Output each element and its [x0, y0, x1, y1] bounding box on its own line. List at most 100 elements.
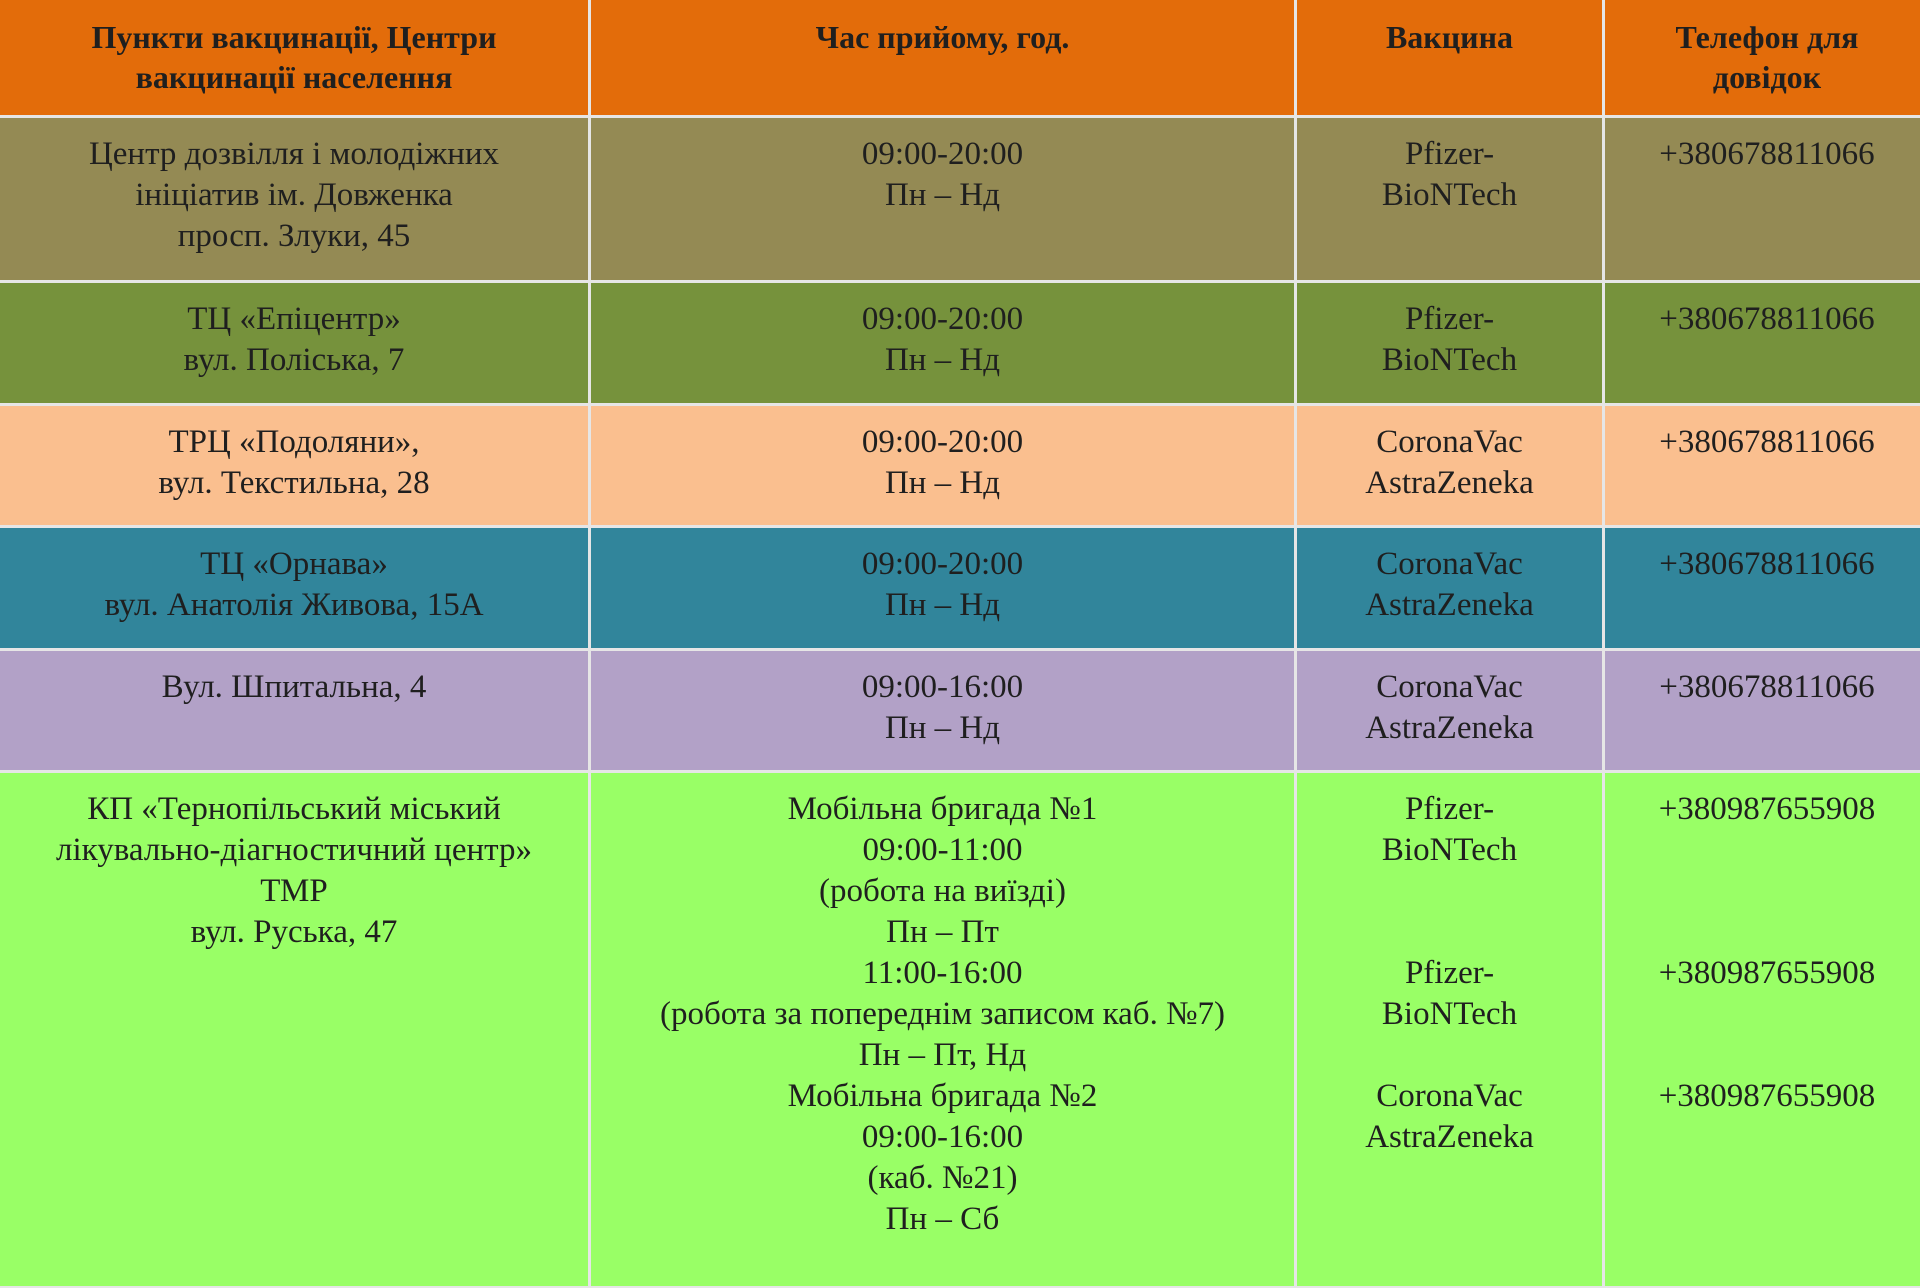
row-4-place-cell-line: ТЦ «Орнава»	[200, 546, 388, 582]
row-2-place-cell-line: ТЦ «Епіцентр»	[187, 301, 401, 337]
row-6-phone-cell-line	[1605, 871, 1920, 912]
row-6-vaccine-cell-line: Pfizer-	[1404, 955, 1495, 991]
row-6-vaccine-cell: Pfizer- BioNTech Pfizer- BioNTech CoronaVac A…	[1297, 773, 1602, 1286]
row-6-phone-cell: +380987655908 +380987655908 +380987655908	[1605, 773, 1920, 1286]
row-1-hours-cell-line: Пн – Нд	[884, 177, 1001, 213]
header-vaccine: Вакцина	[1297, 0, 1602, 115]
row-3-place-cell-line: вул. Текстильна, 28	[158, 465, 430, 501]
row-2-hours-cell-line: 09:00-20:00	[861, 301, 1024, 337]
row-5-hours-cell-line: 09:00-16:00	[861, 669, 1024, 705]
row-2-hours-cell-line: Пн – Нд	[884, 342, 1001, 378]
row-2-vaccine-cell-line: Pfizer-	[1404, 301, 1495, 337]
row-6-phone-cell-line: +380987655908	[1658, 791, 1876, 827]
header-vaccine-line: Вакцина	[1385, 19, 1514, 55]
row-6-phone-cell-line: +380987655908	[1658, 1078, 1876, 1114]
row-4-hours-cell: 09:00-20:00 Пн – Нд	[591, 528, 1294, 648]
row-6-hours-cell-line: Пн – Сб	[885, 1201, 1000, 1237]
row-6-hours-cell-line: (робота на виїзді)	[819, 873, 1066, 909]
row-3-vaccine-cell-line: AstraZeneka	[1365, 465, 1534, 501]
row-1-phone-cell-line: +380678811066	[1659, 136, 1875, 172]
header-place: Пункти вакцинації, Центри вакцинації насе…	[0, 0, 588, 115]
row-4-hours-cell-line: 09:00-20:00	[861, 546, 1024, 582]
row-6-hours-cell-line: Мобільна бригада №2	[787, 1078, 1098, 1114]
row-2-hours-cell: 09:00-20:00 Пн – Нд	[591, 283, 1294, 403]
row-6-hours-cell-line: 09:00-16:00	[861, 1119, 1024, 1155]
row-6-place-cell: КП «Тернопільський міський лікувально-діа…	[0, 773, 588, 1286]
row-4-vaccine-cell-line: AstraZeneka	[1365, 587, 1534, 623]
row-4-vaccine-cell: CoronaVac AstraZeneka	[1297, 528, 1602, 648]
row-1-phone-cell: +380678811066	[1605, 118, 1920, 280]
row-6-hours-cell-line: Мобільна бригада №1	[787, 791, 1098, 827]
row-5-phone-cell: +380678811066	[1605, 651, 1920, 770]
row-5-hours-cell-line: Пн – Нд	[884, 710, 1001, 746]
row-1-place-cell-line: ініціатив ім. Довженка	[135, 177, 453, 213]
row-1-vaccine-cell-line: Pfizer-	[1404, 136, 1495, 172]
row-5-vaccine-cell-line: AstraZeneka	[1365, 710, 1534, 746]
row-6-place-cell-line: ТМР	[260, 873, 328, 909]
row-3-vaccine-cell-line: CoronaVac	[1376, 424, 1523, 460]
row-6-phone-cell-line	[1605, 994, 1920, 1035]
row-5-place-cell: Вул. Шпитальна, 4	[0, 651, 588, 770]
row-5-hours-cell: 09:00-16:00 Пн – Нд	[591, 651, 1294, 770]
row-6-hours-cell-line: 09:00-11:00	[862, 832, 1023, 868]
row-1-place-cell: Центр дозвілля і молодіжних ініціатив ім.…	[0, 118, 588, 280]
row-2-vaccine-cell: Pfizer- BioNTech	[1297, 283, 1602, 403]
row-4-place-cell-line: вул. Анатолія Живова, 15А	[104, 587, 484, 623]
row-6-vaccine-cell-line: BioNTech	[1381, 832, 1518, 868]
row-1-hours-cell-line: 09:00-20:00	[861, 136, 1024, 172]
header-place-line: вакцинації населення	[135, 59, 453, 95]
row-6-hours-cell: Мобільна бригада №1 09:00-11:00 (робота на…	[591, 773, 1294, 1286]
header-place-line: Пункти вакцинації, Центри	[91, 19, 497, 55]
header-phone-line: довідок	[1712, 59, 1822, 95]
row-6-vaccine-cell-line	[1297, 871, 1602, 912]
row-4-place-cell: ТЦ «Орнава» вул. Анатолія Живова, 15А	[0, 528, 588, 648]
row-6-phone-cell-line: +380987655908	[1658, 955, 1876, 991]
row-1-place-cell-line: просп. Злуки, 45	[177, 218, 411, 254]
row-3-vaccine-cell: CoronaVac AstraZeneka	[1297, 406, 1602, 525]
row-3-hours-cell-line: Пн – Нд	[884, 465, 1001, 501]
row-6-hours-cell-line: (робота за попереднім записом каб. №7)	[659, 996, 1226, 1032]
row-3-phone-cell: +380678811066	[1605, 406, 1920, 525]
row-2-place-cell: ТЦ «Епіцентр» вул. Поліська, 7	[0, 283, 588, 403]
row-2-phone-cell-line: +380678811066	[1659, 301, 1875, 337]
header-hours: Час прийому, год.	[591, 0, 1294, 115]
row-6-hours-cell-line: Пн – Пт, Нд	[858, 1037, 1027, 1073]
row-5-vaccine-cell: CoronaVac AstraZeneka	[1297, 651, 1602, 770]
header-hours-line: Час прийому, год.	[815, 19, 1070, 55]
row-6-vaccine-cell-line: AstraZeneka	[1365, 1119, 1534, 1155]
row-2-phone-cell: +380678811066	[1605, 283, 1920, 403]
row-5-vaccine-cell-line: CoronaVac	[1376, 669, 1523, 705]
row-6-place-cell-line: КП «Тернопільський міський	[87, 791, 501, 827]
row-6-phone-cell-line	[1605, 912, 1920, 953]
row-1-hours-cell: 09:00-20:00 Пн – Нд	[591, 118, 1294, 280]
row-5-place-cell-line: Вул. Шпитальна, 4	[161, 669, 427, 705]
row-4-vaccine-cell-line: CoronaVac	[1376, 546, 1523, 582]
row-1-place-cell-line: Центр дозвілля і молодіжних	[88, 136, 500, 172]
row-3-phone-cell-line: +380678811066	[1659, 424, 1875, 460]
row-6-vaccine-cell-line: Pfizer-	[1404, 791, 1495, 827]
header-phone: Телефон для довідок	[1605, 0, 1920, 115]
row-6-place-cell-line: вул. Руська, 47	[190, 914, 398, 950]
row-3-place-cell: ТРЦ «Подоляни», вул. Текстильна, 28	[0, 406, 588, 525]
row-6-vaccine-cell-line: BioNTech	[1381, 996, 1518, 1032]
row-5-phone-cell-line: +380678811066	[1659, 669, 1875, 705]
row-6-phone-cell-line	[1605, 830, 1920, 871]
row-6-hours-cell-line: (каб. №21)	[867, 1160, 1018, 1196]
row-4-phone-cell: +380678811066	[1605, 528, 1920, 648]
row-6-hours-cell-line: 11:00-16:00	[862, 955, 1023, 991]
row-3-hours-cell-line: 09:00-20:00	[861, 424, 1024, 460]
row-6-phone-cell-line	[1605, 1035, 1920, 1076]
row-4-phone-cell-line: +380678811066	[1659, 546, 1875, 582]
row-6-hours-cell-line: Пн – Пт	[886, 914, 999, 950]
row-6-vaccine-cell-line	[1297, 912, 1602, 953]
header-phone-line: Телефон для	[1675, 19, 1859, 55]
row-6-vaccine-cell-line: CoronaVac	[1376, 1078, 1523, 1114]
row-1-vaccine-cell: Pfizer- BioNTech	[1297, 118, 1602, 280]
row-6-place-cell-line: лікувально-діагностичний центр»	[56, 832, 532, 868]
row-2-vaccine-cell-line: BioNTech	[1381, 342, 1518, 378]
row-6-vaccine-cell-line	[1297, 1035, 1602, 1076]
row-2-place-cell-line: вул. Поліська, 7	[183, 342, 405, 378]
row-4-hours-cell-line: Пн – Нд	[884, 587, 1001, 623]
row-1-vaccine-cell-line: BioNTech	[1381, 177, 1518, 213]
